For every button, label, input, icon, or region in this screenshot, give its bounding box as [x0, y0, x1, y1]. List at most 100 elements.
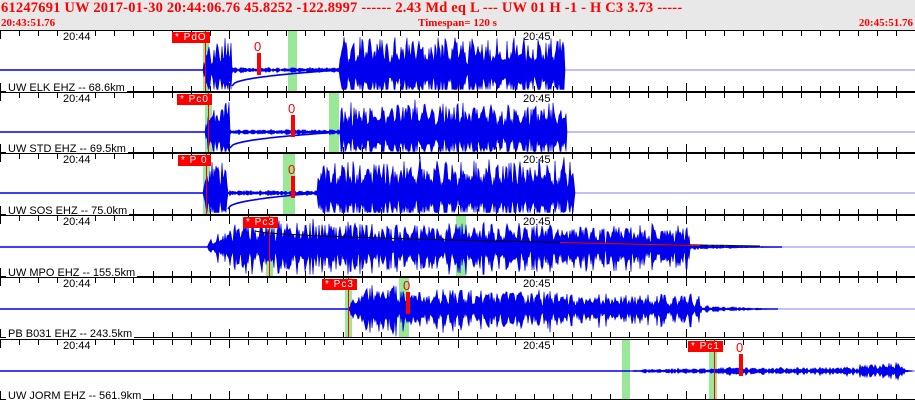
axis-tick [743, 208, 744, 214]
pick-label[interactable]: * P 0 [178, 155, 211, 167]
axis-tick [38, 31, 39, 36]
axis-tick [172, 332, 173, 338]
axis-tick [610, 92, 611, 98]
axis-tick [839, 277, 840, 283]
axis-tick [705, 85, 706, 91]
amplitude-marker-label: 0 [736, 339, 744, 355]
axis-tick [419, 339, 420, 345]
pick-line[interactable] [269, 216, 270, 276]
axis-tick [667, 277, 668, 283]
amplitude-marker[interactable]: 0 [254, 40, 264, 78]
axis-tick [381, 339, 382, 345]
axis-tick [743, 147, 744, 153]
axis-tick [362, 31, 363, 36]
axis-tick [591, 339, 592, 345]
channel-label: UW JORM EHZ -- 561.9km [6, 390, 144, 400]
axis-tick [191, 208, 192, 214]
pick-label[interactable]: * Pc1 [688, 340, 723, 352]
axis-tick [267, 31, 268, 36]
amplitude-marker[interactable]: 0 [736, 339, 746, 379]
trace-row[interactable]: * PdO 0 20:44 20:45 UW ELK EHZ -- 68.6km [0, 30, 915, 92]
amplitude-marker[interactable]: 0 [403, 278, 413, 317]
pick-line[interactable] [714, 339, 715, 399]
pick-line[interactable] [205, 31, 206, 91]
axis-tick [896, 208, 897, 214]
axis-line [0, 337, 915, 339]
axis-tick [763, 277, 764, 283]
waveform [0, 218, 915, 275]
axis-tick [877, 154, 878, 160]
channel-label: UW MPO EHZ -- 155.5km [6, 266, 138, 277]
axis-tick [95, 216, 96, 222]
pick-band-secondary [283, 154, 295, 214]
event-summary-line: 61247691 UW 2017-01-30 20:44:06.76 45.82… [0, 0, 915, 17]
axis-tick [610, 394, 611, 399]
axis-tick [0, 277, 1, 286]
axis-tick [210, 277, 211, 283]
axis-tick [419, 31, 420, 36]
axis-tick [477, 208, 478, 214]
axis-tick [515, 31, 516, 36]
axis-tick [553, 216, 554, 222]
time-axis-label: 20:45 [522, 154, 552, 167]
axis-tick [763, 85, 764, 91]
axis-tick [400, 92, 401, 98]
axis-tick [629, 92, 630, 98]
amplitude-marker[interactable]: 0 [288, 163, 298, 201]
axis-tick [858, 208, 859, 214]
axis-tick [305, 208, 306, 214]
axis-tick [686, 339, 687, 348]
axis-tick [324, 339, 325, 345]
pick-line[interactable] [208, 92, 209, 153]
axis-tick [95, 92, 96, 98]
axis-tick [400, 85, 401, 91]
axis-tick [172, 394, 173, 399]
axis-tick [438, 277, 439, 283]
axis-tick [591, 394, 592, 399]
axis-tick [477, 394, 478, 399]
axis-tick [229, 277, 230, 286]
axis-tick [248, 92, 249, 98]
axis-tick [229, 329, 230, 338]
axis-tick [362, 216, 363, 222]
pick-label[interactable]: * Pc3 [243, 217, 278, 229]
axis-tick [0, 329, 1, 338]
axis-tick [667, 85, 668, 91]
pick-label[interactable]: * Pc3 [322, 278, 357, 290]
pick-label[interactable]: * PdO [172, 32, 210, 43]
axis-tick [419, 216, 420, 222]
pick-label[interactable]: * Pc0 [177, 93, 212, 105]
trace-row[interactable]: * Pc0 0 20:44 20:45 UW STD EHZ -- 69.5km [0, 91, 915, 154]
axis-tick [667, 332, 668, 338]
axis-tick [57, 339, 58, 345]
axis-tick [705, 277, 706, 283]
axis-tick [324, 147, 325, 153]
axis-tick [477, 216, 478, 222]
axis-tick [477, 332, 478, 338]
trace-row[interactable]: * P 0 0 20:44 20:45 UW SOS EHZ -- 75.0km [0, 153, 915, 215]
axis-tick [419, 394, 420, 399]
pick-line[interactable] [206, 154, 207, 214]
trace-row[interactable]: * Pc1 0 20:44 20:45 UW JORM EHZ -- 561.9km [0, 338, 915, 400]
axis-tick [648, 31, 649, 36]
axis-tick [343, 154, 344, 160]
axis-tick [572, 31, 573, 36]
axis-tick [705, 31, 706, 36]
trace-row[interactable]: * Pc3 20:44 20:45 UW MPO EHZ -- 155.5km [0, 215, 915, 277]
axis-tick [801, 208, 802, 214]
axis-tick [724, 92, 725, 98]
axis-tick [0, 339, 1, 348]
axis-tick [839, 332, 840, 338]
axis-tick [153, 277, 154, 283]
axis-tick [648, 277, 649, 283]
axis-tick [496, 332, 497, 338]
trace-row[interactable]: * Pc3 0 20:44 20:45 PB B031 EHZ -- 243.5km [0, 276, 915, 339]
axis-tick [153, 339, 154, 345]
axis-tick [743, 85, 744, 91]
trace-panel[interactable]: * PdO 0 20:44 20:45 UW ELK EHZ -- 68.6km * Pc… [0, 30, 915, 400]
axis-tick [210, 31, 211, 36]
axis-tick [153, 216, 154, 222]
amplitude-marker[interactable]: 0 [288, 101, 298, 140]
axis-tick [591, 92, 592, 98]
pick-line[interactable] [348, 277, 349, 338]
